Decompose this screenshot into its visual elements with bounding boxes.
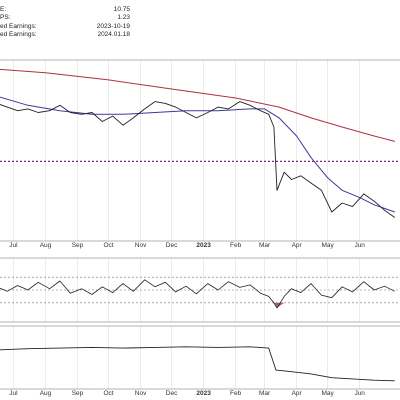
- info-value: 2023-10-19: [96, 22, 130, 30]
- info-label: ed Earnings:: [0, 22, 37, 30]
- x-tick-label: 2023: [196, 390, 211, 397]
- rsi-oversold-area: [277, 302, 285, 308]
- relative-strength-line: [0, 346, 395, 382]
- x-tick-label: Sep: [72, 390, 84, 397]
- x-tick-label: Apr: [292, 390, 303, 397]
- x-tick-label: 2023: [196, 242, 211, 249]
- info-label: E:: [0, 6, 7, 13]
- x-tick-label: Aug: [40, 390, 52, 397]
- x-tick-label: Oct: [103, 242, 113, 249]
- x-tick-label: Mar: [259, 390, 271, 397]
- info-value: 2024.01.18: [97, 30, 130, 38]
- x-tick-label: Sep: [72, 242, 84, 249]
- info-value: 1.23: [117, 14, 130, 22]
- info-row: ed Earnings: 2024.01.18: [0, 31, 130, 39]
- x-tick-label: Oct: [103, 390, 113, 397]
- x-tick-label: Mar: [259, 242, 271, 249]
- x-tick-label: Feb: [230, 242, 242, 249]
- info-panel: E: 10.75 PS: 1.23 ed Earnings: 2023-10-1…: [0, 6, 130, 39]
- info-row: E: 10.75: [0, 6, 130, 14]
- ma-long-line: [0, 68, 395, 142]
- x-tick-label: Jul: [9, 390, 18, 397]
- x-tick-label: Nov: [135, 242, 147, 249]
- rsi-line: [0, 279, 395, 309]
- x-tick-label: Apr: [292, 242, 303, 249]
- info-row: PS: 1.23: [0, 14, 130, 22]
- x-tick-label: Aug: [40, 242, 52, 249]
- info-value: 10.75: [113, 6, 130, 13]
- x-tick-label: Jul: [9, 242, 18, 249]
- x-tick-label: Nov: [135, 390, 147, 397]
- x-tick-label: Feb: [230, 390, 242, 397]
- x-tick-label: Jun: [354, 390, 365, 397]
- ma-short-line: [0, 96, 395, 213]
- price-line: [0, 101, 396, 218]
- x-tick-label: Jun: [354, 242, 365, 249]
- info-label: PS:: [0, 14, 11, 22]
- info-row: ed Earnings: 2023-10-19: [0, 23, 130, 31]
- x-tick-label: Dec: [166, 242, 178, 249]
- x-tick-label: May: [322, 390, 335, 397]
- x-tick-label: Dec: [166, 390, 178, 397]
- x-tick-label: May: [322, 242, 335, 249]
- info-label: ed Earnings:: [0, 30, 37, 38]
